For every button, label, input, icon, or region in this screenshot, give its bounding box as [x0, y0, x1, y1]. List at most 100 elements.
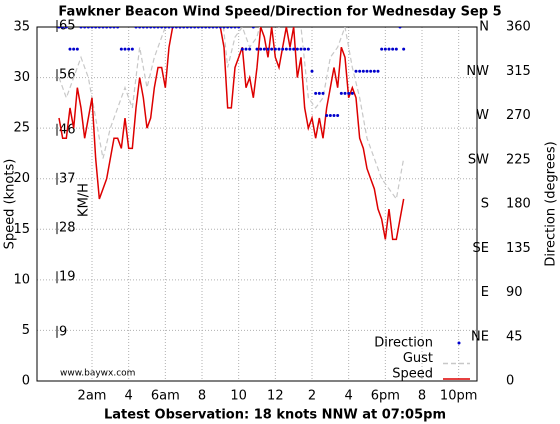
x-tick-label: 2am [78, 389, 107, 404]
direction-dot [237, 27, 241, 29]
direction-dot [79, 27, 83, 29]
direction-dot [358, 69, 362, 73]
direction-dot [204, 27, 208, 29]
direction-dot [343, 91, 347, 95]
plot-frame [36, 26, 478, 382]
direction-tick-label: NE [471, 329, 489, 344]
direction-dot [86, 27, 90, 29]
direction-dot [284, 47, 288, 51]
direction-dot [402, 47, 406, 51]
series-line [58, 27, 405, 241]
direction-dot [116, 27, 120, 29]
direction-dot [380, 47, 384, 51]
x-tick-label: 8 [418, 389, 426, 404]
direction-dot [112, 27, 116, 29]
direction-dot [292, 47, 296, 51]
direction-dot [372, 69, 376, 73]
direction-dot [200, 27, 204, 29]
direction-dot [248, 47, 252, 51]
direction-dot [178, 27, 182, 29]
y2-tick-label: 180 [506, 197, 531, 212]
direction-dot [391, 47, 395, 51]
chart-title: Fawkner Beacon Wind Speed/Direction for … [58, 5, 501, 20]
direction-dot [138, 27, 142, 29]
direction-dot [259, 47, 263, 51]
x-tick-label: 10pm [440, 389, 477, 404]
watermark: www.baywx.com [60, 369, 135, 379]
direction-dot [207, 27, 211, 29]
direction-dot [376, 69, 380, 73]
x-tick-label: 6pm [371, 389, 400, 404]
direction-dot [185, 27, 189, 29]
direction-dot [240, 47, 244, 51]
direction-dot [251, 27, 255, 29]
direction-dot [288, 47, 292, 51]
direction-dot [127, 47, 131, 51]
direction-tick-label: W [476, 108, 489, 123]
y2-tick-label: 315 [506, 64, 531, 79]
y-tick-label: 10 [13, 272, 30, 287]
y3-axis-label: KM/H [77, 183, 92, 217]
y-tick-label: 5 [22, 323, 30, 338]
direction-dot [72, 47, 76, 51]
y2-tick-label: 0 [506, 374, 514, 389]
direction-dot [145, 27, 149, 29]
direction-dot [306, 47, 310, 51]
x-tick-label: 8 [198, 389, 206, 404]
series-line [58, 27, 405, 201]
direction-dot [321, 91, 325, 95]
direction-dot [281, 47, 285, 51]
direction-dot [339, 91, 343, 95]
y-tick-label: 30 [13, 70, 30, 85]
direction-dot [94, 27, 98, 29]
direction-dot [123, 47, 127, 51]
y3-tick-label: 28 [59, 221, 76, 236]
y2-tick-label: 45 [506, 329, 523, 344]
direction-dot [57, 27, 61, 29]
y2-tick-label: 135 [506, 241, 531, 256]
legend-label: Gust [403, 351, 433, 366]
direction-dot [163, 27, 167, 29]
direction-dot [317, 91, 321, 95]
direction-dot [61, 27, 65, 29]
direction-dot [130, 47, 134, 51]
direction-dot [299, 47, 303, 51]
direction-dot [229, 27, 233, 29]
direction-dot [97, 27, 101, 29]
direction-dot [303, 47, 307, 51]
direction-dot [244, 47, 248, 51]
direction-dot [167, 27, 171, 29]
direction-dot [336, 114, 340, 117]
direction-dot [314, 91, 318, 95]
direction-dot [160, 27, 164, 29]
direction-dot [83, 27, 87, 29]
y2-tick-label: 270 [506, 108, 531, 123]
direction-dot [328, 114, 332, 117]
direction-dot [277, 47, 281, 51]
y-tick-label: 20 [13, 171, 30, 186]
y-axis-label: Speed (knots) [3, 159, 18, 250]
legend-label: Speed [392, 367, 433, 382]
direction-dot [152, 27, 156, 29]
direction-dot [108, 27, 112, 29]
y3-tick-label: 56 [59, 68, 76, 83]
direction-dot [350, 91, 354, 95]
direction-dot [90, 27, 94, 29]
direction-dot [105, 27, 109, 29]
y3-tick-label: 19 [59, 270, 76, 285]
y-tick-label: 35 [13, 20, 30, 35]
legend-marker [457, 341, 461, 345]
direction-dot [295, 47, 299, 51]
direction-dot [149, 27, 153, 29]
direction-dot [64, 27, 68, 29]
x-axis-label: Latest Observation: 18 knots NNW at 07:0… [104, 408, 446, 423]
direction-dot [255, 47, 259, 51]
direction-dot [354, 69, 358, 73]
direction-dot [119, 47, 123, 51]
direction-tick-label: N [479, 20, 489, 35]
y2-tick-label: 225 [506, 152, 531, 167]
direction-dot [222, 27, 226, 29]
direction-tick-label: E [481, 285, 489, 300]
direction-dot [182, 27, 186, 29]
